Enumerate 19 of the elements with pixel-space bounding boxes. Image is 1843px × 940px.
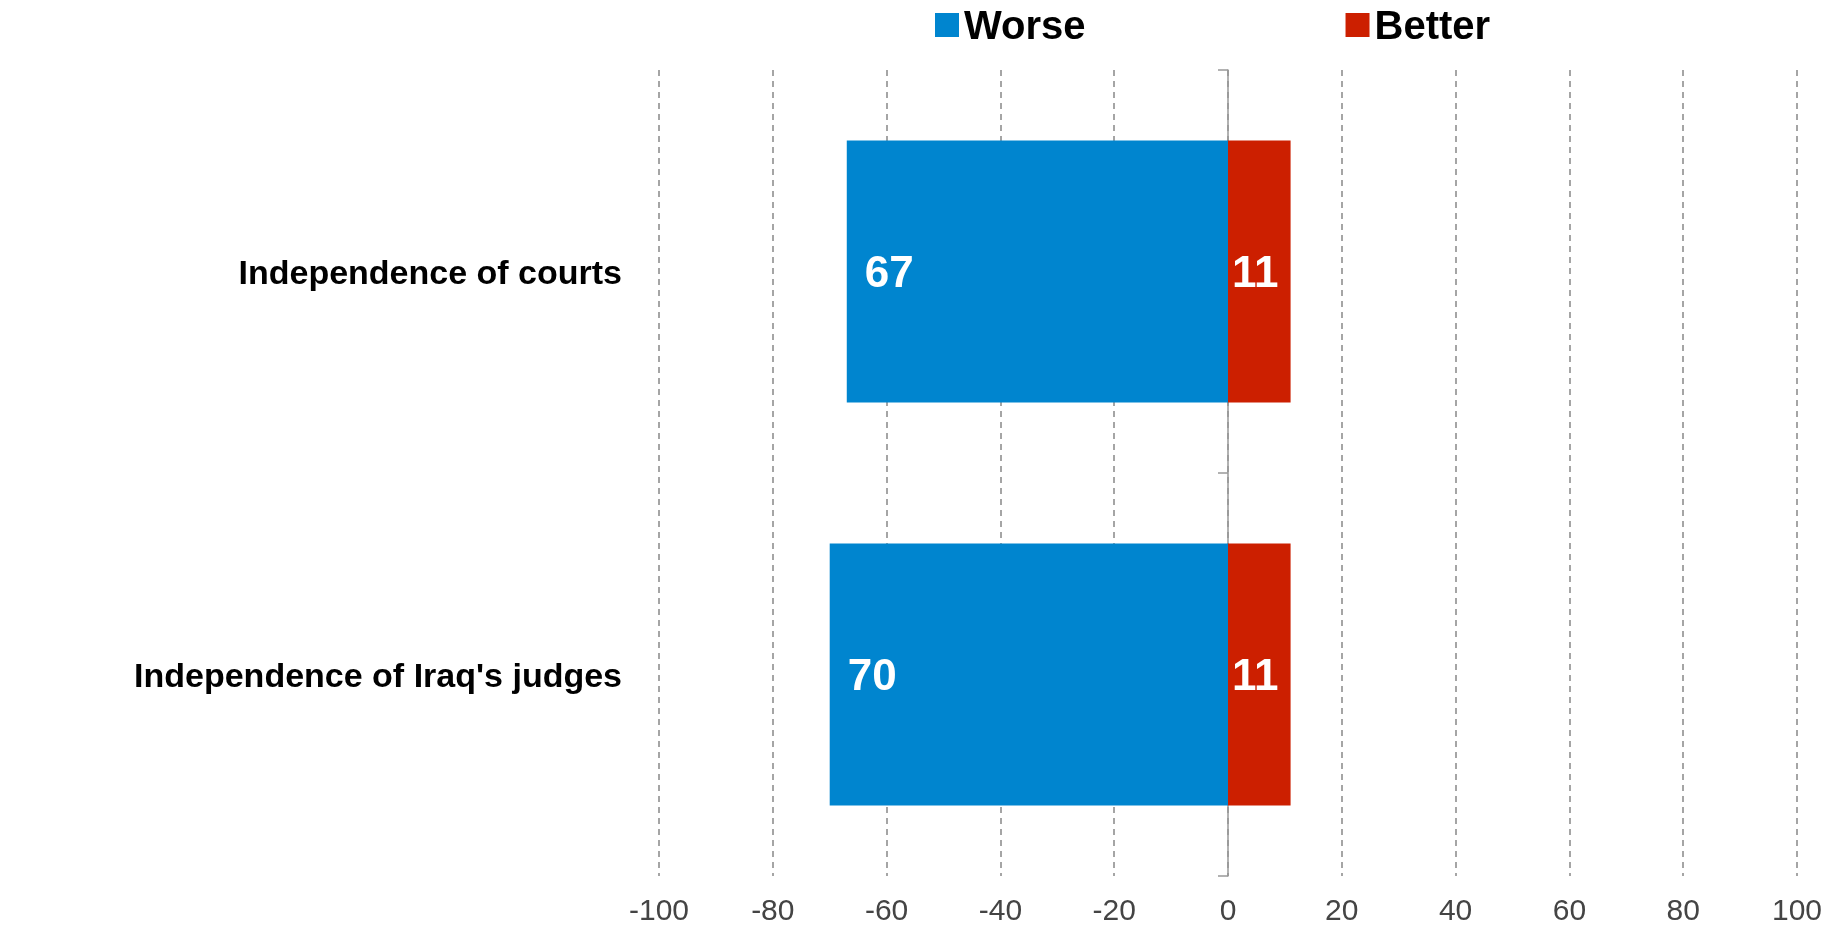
y-tick-label: Independence of Iraq's judges (134, 655, 622, 694)
x-tick-label: -60 (864, 892, 909, 926)
x-tick-label: -100 (628, 892, 690, 926)
legend-label: Better (1374, 3, 1491, 47)
x-tick-label: 60 (1552, 892, 1587, 926)
x-tick-label: -40 (978, 892, 1023, 926)
data-label: 67 (864, 247, 914, 296)
x-tick-label: -20 (1092, 892, 1136, 926)
x-tick-label: 40 (1438, 892, 1473, 926)
data-label: 11 (1232, 650, 1279, 699)
data-label: 70 (847, 650, 897, 699)
x-tick-label: -80 (751, 892, 795, 926)
x-tick-label: 0 (1219, 892, 1237, 926)
data-label: 11 (1232, 247, 1279, 296)
legend-label: Worse (964, 3, 1086, 47)
x-tick-label: 80 (1666, 892, 1700, 926)
y-tick-label: Independence of courts (238, 252, 622, 291)
x-tick-label: 100 (1771, 892, 1823, 926)
x-tick-label: 20 (1325, 892, 1359, 926)
